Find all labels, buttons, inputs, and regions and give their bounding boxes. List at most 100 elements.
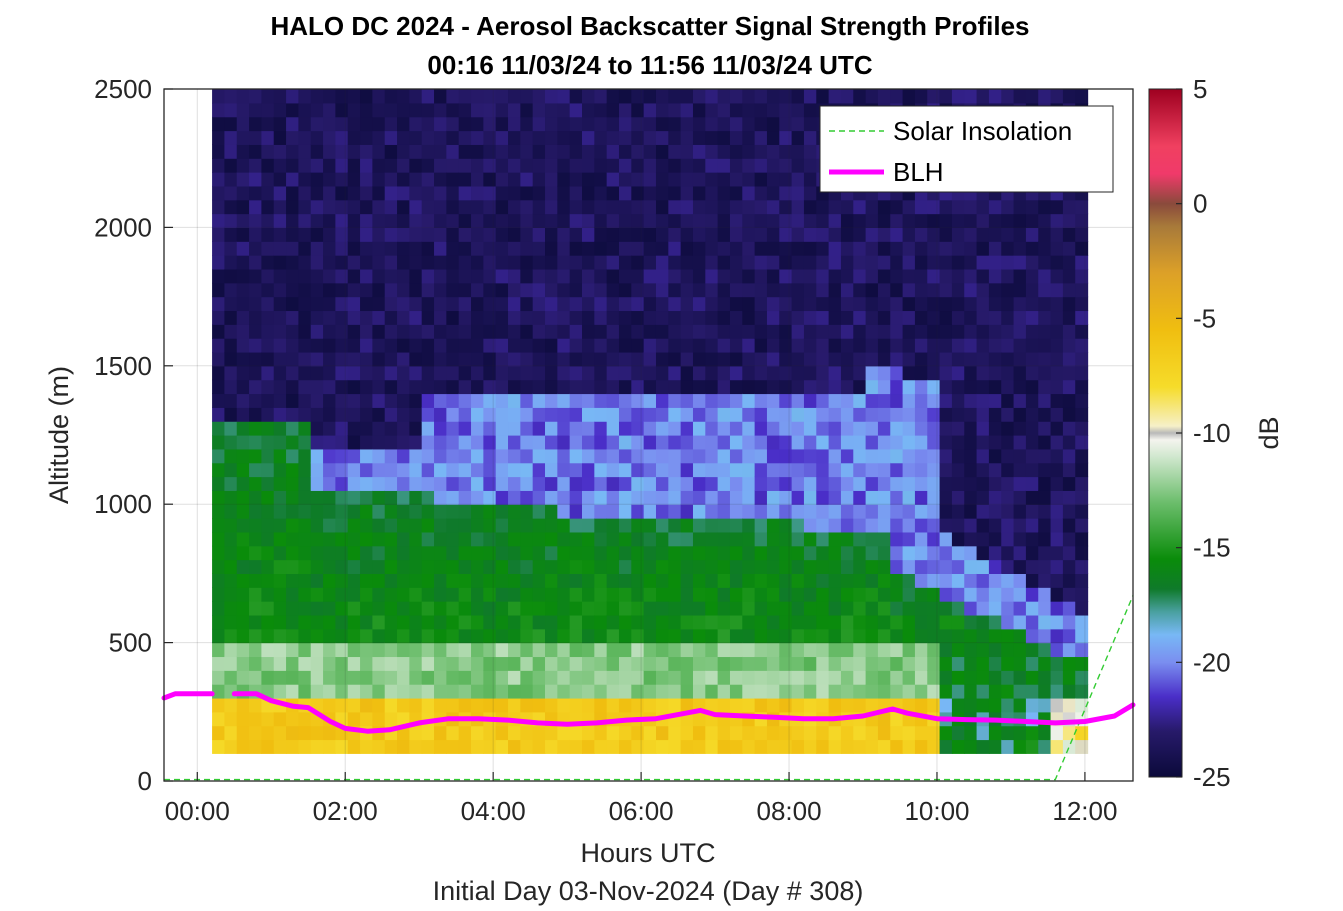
heatmap-cell: [742, 504, 756, 519]
heatmap-cell: [495, 185, 509, 201]
heatmap-cell: [1075, 684, 1089, 699]
heatmap-cell: [1062, 407, 1076, 422]
heatmap-cell: [335, 172, 349, 187]
heatmap-cell: [236, 614, 250, 630]
heatmap-cell: [323, 282, 336, 298]
heatmap-cell: [631, 144, 645, 159]
heatmap-cell: [988, 462, 1002, 478]
heatmap-cell: [335, 435, 349, 450]
heatmap-cell: [298, 601, 312, 616]
heatmap-cell: [914, 448, 928, 464]
heatmap-cell: [569, 545, 583, 561]
heatmap-cell: [643, 670, 657, 685]
heatmap-cell: [791, 518, 805, 533]
heatmap-cell: [224, 351, 238, 367]
heatmap-cell: [668, 656, 682, 671]
heatmap-cell: [273, 601, 287, 616]
x-axis: 00:00 02:00 04:00 06:00 08:00 10:00 12:00: [165, 772, 1117, 826]
heatmap-cell: [236, 407, 250, 422]
heatmap-cell: [705, 628, 719, 644]
heatmap-cell: [705, 697, 719, 713]
heatmap-cell: [310, 684, 324, 699]
heatmap-cell: [1075, 476, 1089, 491]
heatmap-cell: [347, 656, 361, 671]
heatmap-cell: [976, 213, 990, 228]
heatmap-cell: [594, 448, 608, 464]
heatmap-cell: [779, 351, 793, 367]
heatmap-cell: [508, 697, 521, 713]
heatmap-cell: [286, 670, 299, 685]
heatmap-cell: [520, 476, 534, 491]
heatmap-cell: [458, 393, 472, 408]
heatmap-cell: [1038, 296, 1052, 312]
heatmap-cell: [323, 531, 336, 547]
heatmap-cell: [236, 158, 250, 173]
heatmap-cell: [791, 393, 805, 408]
heatmap-cell: [1062, 504, 1076, 519]
heatmap-cell: [964, 490, 978, 505]
heatmap-cell: [557, 213, 571, 228]
heatmap-cell: [643, 393, 657, 408]
heatmap-cell: [902, 282, 916, 298]
heatmap-cell: [1038, 573, 1052, 588]
heatmap-cell: [471, 282, 484, 298]
heatmap-cell: [458, 324, 472, 339]
heatmap-cell: [458, 379, 472, 395]
heatmap-cell: [236, 116, 250, 132]
heatmap-cell: [1013, 670, 1027, 685]
heatmap-cell: [434, 518, 447, 533]
heatmap-cell: [483, 241, 497, 256]
heatmap-cell: [495, 338, 509, 353]
heatmap-cell: [323, 268, 336, 284]
heatmap-cell: [261, 628, 275, 644]
heatmap-cell: [779, 282, 793, 298]
heatmap-cell: [890, 435, 904, 450]
heatmap-cell: [976, 670, 990, 685]
heatmap-cell: [458, 296, 472, 312]
colorbar-tick-label: 5: [1193, 74, 1207, 104]
chart-subtitle: 00:16 11/03/24 to 11:56 11/03/24 UTC: [427, 50, 872, 80]
heatmap-cell: [668, 144, 682, 159]
heatmap-cell: [951, 282, 965, 298]
heatmap-cell: [360, 684, 373, 699]
heatmap-cell: [236, 711, 250, 727]
heatmap-cell: [1050, 504, 1064, 519]
heatmap-cell: [853, 255, 867, 270]
heatmap-cell: [754, 158, 768, 173]
heatmap-cell: [606, 324, 620, 339]
heatmap-cell: [606, 227, 620, 242]
heatmap-cell: [335, 227, 349, 242]
heatmap-cell: [606, 559, 620, 574]
heatmap-cell: [360, 670, 373, 685]
heatmap-cell: [791, 268, 805, 284]
heatmap-cell: [347, 614, 361, 630]
heatmap-cell: [236, 518, 250, 533]
heatmap-cell: [569, 351, 583, 367]
heatmap-cell: [717, 448, 731, 464]
heatmap-cell: [224, 310, 238, 325]
heatmap-cell: [323, 628, 336, 644]
heatmap-cell: [766, 573, 780, 588]
heatmap-cell: [816, 642, 830, 658]
heatmap-cell: [458, 614, 472, 630]
heatmap-cell: [927, 310, 941, 325]
heatmap-cell: [939, 407, 953, 422]
heatmap-cell: [224, 725, 238, 741]
heatmap-cell: [939, 462, 953, 478]
heatmap-cell: [1050, 89, 1064, 104]
heatmap-cell: [618, 601, 632, 616]
heatmap-cell: [766, 614, 780, 630]
heatmap-cell: [286, 255, 299, 270]
heatmap-cell: [397, 172, 410, 187]
heatmap-cell: [310, 185, 324, 201]
heatmap-cell: [594, 379, 608, 395]
heatmap-cell: [594, 158, 608, 173]
heatmap-cell: [483, 573, 497, 588]
heatmap-cell: [890, 545, 904, 561]
heatmap-cell: [1075, 670, 1089, 685]
heatmap-cell: [532, 102, 546, 118]
heatmap-cell: [766, 130, 780, 145]
heatmap-cell: [372, 393, 386, 408]
heatmap-cell: [964, 739, 978, 754]
